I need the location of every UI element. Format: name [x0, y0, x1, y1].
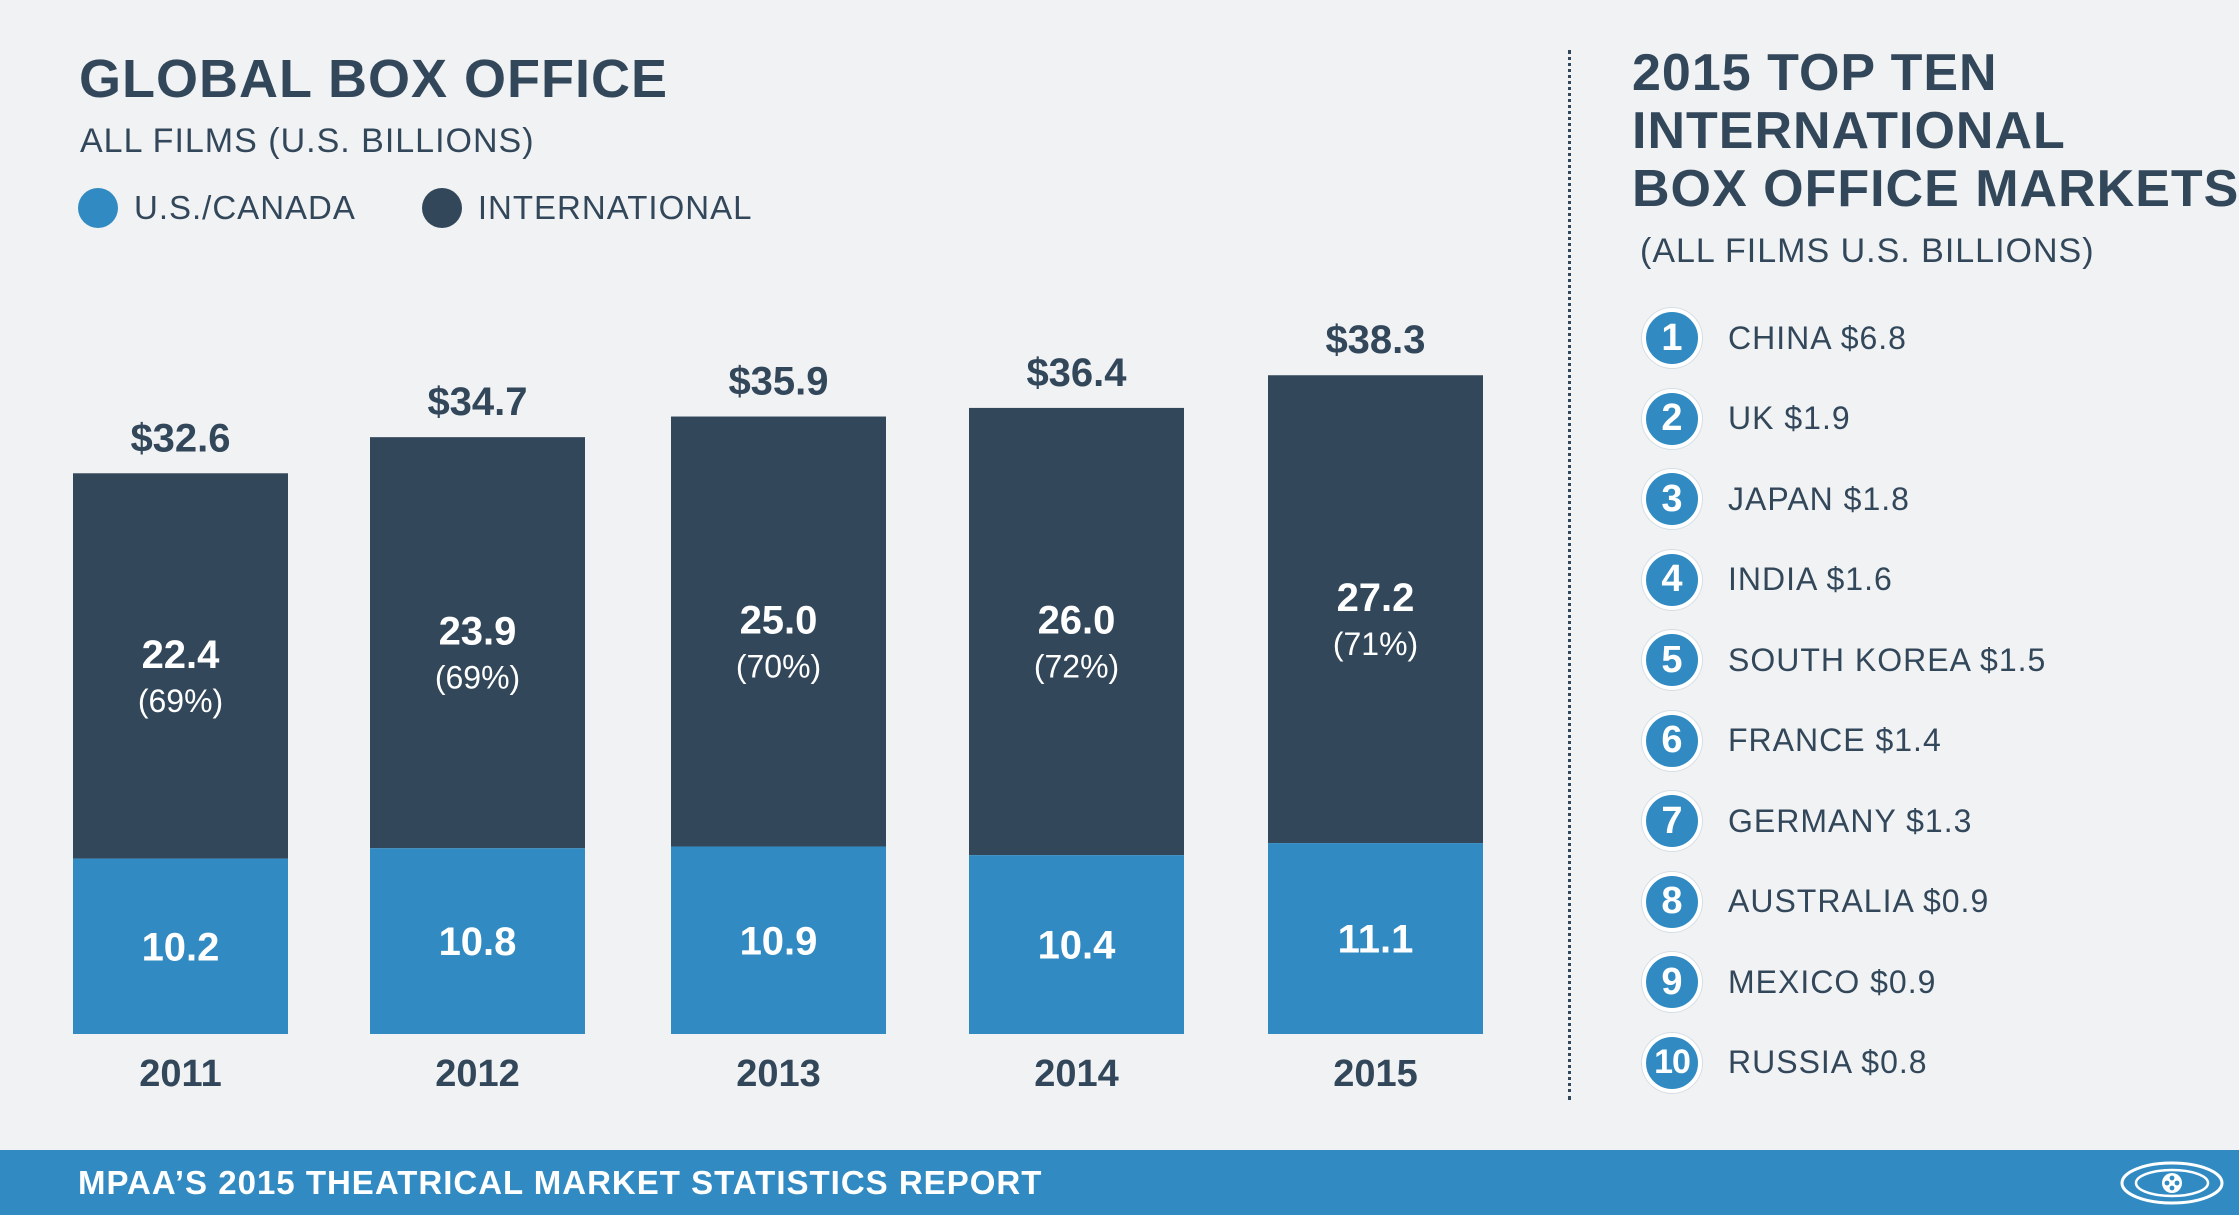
bar-segment-us-canada: [671, 846, 886, 1034]
markets-title-line-1: 2015 TOP TEN: [1632, 44, 1998, 102]
data-label-international-share: (72%): [1034, 649, 1119, 685]
market-label: SOUTH KOREA $1.5: [1728, 641, 2047, 678]
market-item: 6 FRANCE $1.4: [1642, 710, 2046, 771]
market-item: 9 MEXICO $0.9: [1642, 952, 2046, 1012]
market-label: FRANCE $1.4: [1728, 722, 1942, 758]
data-label-international: 26.0: [1038, 599, 1116, 643]
market-item: 1 CHINA $6.8: [1642, 308, 2046, 368]
bar-segment-us-canada: [73, 858, 288, 1034]
market-label: UK $1.9: [1728, 400, 1851, 436]
bar-segment-international: [1268, 375, 1483, 844]
legend-label-international: INTERNATIONAL: [477, 189, 753, 226]
chart-title: GLOBAL BOX OFFICE: [79, 49, 669, 109]
x-tick-label: 2014: [1034, 1053, 1119, 1095]
markets-title: 2015 TOP TEN INTERNATIONAL BOX OFFICE MA…: [1632, 44, 2239, 218]
x-tick-label: 2015: [1333, 1053, 1418, 1095]
markets-subtitle: (ALL FILMS U.S. BILLIONS): [1640, 232, 2095, 270]
rank-badge: 4: [1642, 549, 1702, 610]
markets-title-line-2: INTERNATIONAL: [1632, 102, 2066, 160]
market-item: 7 GERMANY $1.3: [1642, 791, 2046, 851]
legend-item-international: INTERNATIONAL: [421, 188, 753, 228]
rank-badge: 1: [1642, 308, 1702, 368]
data-label-total: $38.3: [1325, 318, 1425, 362]
chart-legend: U.S./CANADA INTERNATIONAL: [78, 188, 818, 228]
data-label-us-canada: 10.4: [1038, 924, 1117, 968]
rank-badge: 10: [1642, 1032, 1702, 1093]
bar-segment-us-canada: [1268, 843, 1483, 1034]
bar-segment-international: [370, 437, 585, 849]
legend-label-us-canada: U.S./CANADA: [134, 189, 356, 226]
panel-divider: [1568, 50, 1571, 1100]
x-tick-label: 2012: [435, 1053, 520, 1095]
data-label-total: $36.4: [1026, 351, 1127, 395]
data-label-international-share: (70%): [736, 649, 821, 685]
market-label: CHINA $6.8: [1728, 319, 1907, 356]
data-label-total: $35.9: [728, 360, 828, 404]
market-item: 2 UK $1.9: [1642, 388, 2046, 449]
data-label-total: $34.7: [427, 380, 527, 424]
market-item: 5 SOUTH KOREA $1.5: [1642, 630, 2046, 690]
market-item: 3 JAPAN $1.8: [1642, 469, 2046, 529]
data-label-international-share: (71%): [1333, 626, 1418, 662]
data-label-international-share: (69%): [138, 683, 223, 719]
rank-badge: 7: [1642, 791, 1702, 851]
stacked-bar-chart: 10.2 22.4 (69%) $32.6 2011 10.8 23.9 (69%) $34.7…: [73, 318, 1483, 1095]
footer-bar: MPAA’S 2015 THEATRICAL MARKET STATISTICS…: [0, 1150, 2239, 1215]
data-label-international: 27.2: [1337, 576, 1415, 620]
data-label-international-share: (69%): [435, 660, 520, 696]
data-label-us-canada: 10.8: [439, 920, 517, 964]
data-label-total: $32.6: [130, 416, 230, 460]
global-box-office-panel: GLOBAL BOX OFFICE ALL FILMS (U.S. BILLIO…: [73, 49, 1483, 1095]
bar-segment-international: [671, 416, 886, 847]
bar-segment-international: [969, 407, 1184, 856]
market-label: AUSTRALIA $0.9: [1728, 883, 1990, 919]
x-tick-label: 2011: [139, 1053, 221, 1095]
market-label: RUSSIA $0.8: [1728, 1044, 1928, 1080]
rank-badge: 3: [1642, 469, 1702, 529]
chart-subtitle: ALL FILMS (U.S. BILLIONS): [80, 122, 535, 160]
market-item: 10 RUSSIA $0.8: [1642, 1032, 2046, 1093]
rank-badge: 9: [1642, 952, 1702, 1012]
market-label: MEXICO $0.9: [1728, 963, 1937, 1000]
bar-segment-international: [73, 473, 288, 859]
x-tick-label: 2013: [736, 1053, 821, 1095]
bar-segment-us-canada: [370, 848, 585, 1034]
market-label: INDIA $1.6: [1728, 561, 1893, 597]
legend-item-us-canada: U.S./CANADA: [78, 188, 356, 228]
legend-swatch-international: [421, 188, 462, 228]
data-label-international: 23.9: [439, 610, 517, 654]
market-item: 4 INDIA $1.6: [1642, 549, 2046, 610]
market-item: 8 AUSTRALIA $0.9: [1642, 871, 2046, 932]
film-reel-globe-icon: [2120, 1161, 2224, 1205]
rank-badge: 5: [1642, 630, 1702, 690]
data-label-us-canada: 11.1: [1338, 918, 1414, 962]
data-label-international: 25.0: [740, 599, 818, 643]
rank-badge: 6: [1642, 710, 1702, 771]
data-label-us-canada: 10.2: [142, 925, 220, 969]
market-label: GERMANY $1.3: [1728, 802, 1973, 839]
data-label-international: 22.4: [142, 633, 221, 677]
market-list: 1 CHINA $6.8 2 UK $1.9 3 JAPAN $1.8 4 INDIA …: [1642, 308, 2046, 1113]
rank-badge: 2: [1642, 388, 1702, 449]
markets-title-line-3: BOX OFFICE MARKETS: [1632, 160, 2239, 218]
legend-swatch-us-canada: [78, 188, 118, 228]
market-label: JAPAN $1.8: [1728, 480, 1910, 517]
footer-report-title: MPAA’S 2015 THEATRICAL MARKET STATISTICS…: [78, 1164, 1043, 1201]
rank-badge: 8: [1642, 871, 1702, 932]
data-label-us-canada: 10.9: [740, 919, 818, 963]
bar-segment-us-canada: [969, 855, 1184, 1034]
